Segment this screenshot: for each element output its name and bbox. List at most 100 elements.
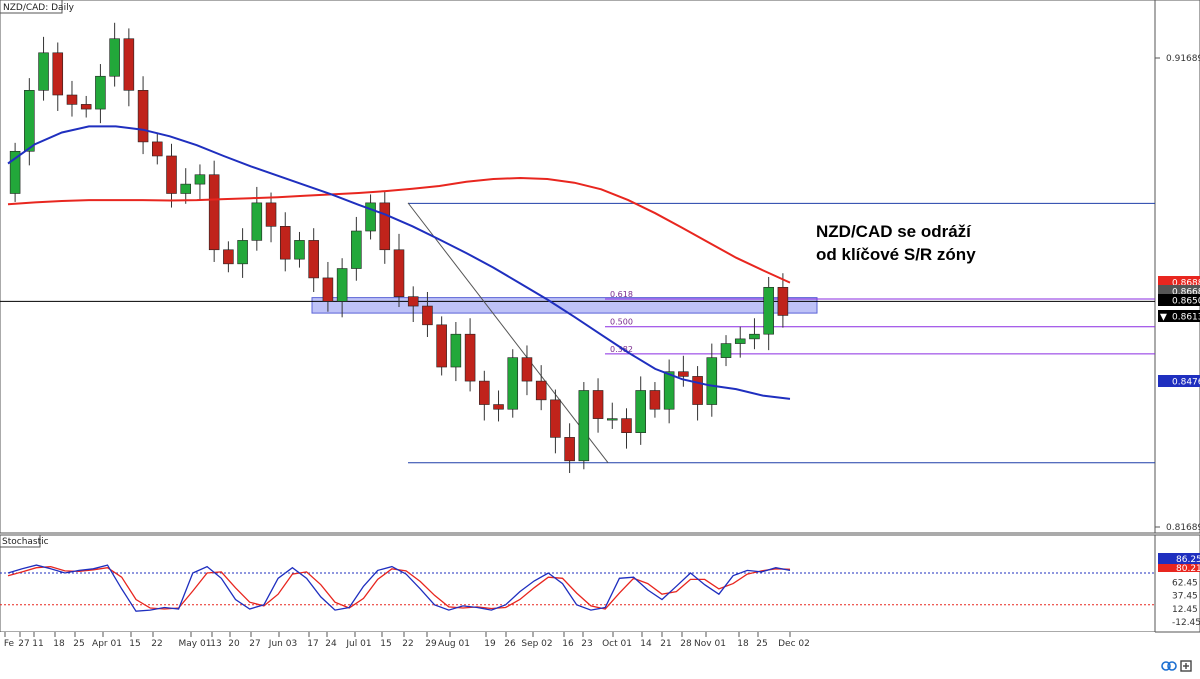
ma-blue-line [7,125,791,400]
x-tick-label: 16 [562,639,574,649]
candle-body [621,418,632,433]
x-tick-label: 23 [581,639,592,649]
candle-body [265,202,277,227]
symbol-label: NZD/CAD: Daily [3,3,75,13]
stoch-tick-label: 62.45 [1172,578,1198,588]
candle-body [194,174,206,185]
x-tick-label: 14 [640,639,652,649]
x-tick-label: 25 [73,639,84,649]
candle-body [52,52,64,96]
candle-body [606,418,618,421]
candle-body [123,38,135,91]
x-tick-label: Dec 02 [778,639,810,649]
annotation-line-1: NZD/CAD se odráží [816,222,972,241]
x-tick-label: 19 [484,639,496,649]
candle-body [24,90,35,152]
candle-body [109,38,120,77]
candle-body [507,357,519,410]
candle-body [351,230,362,269]
candle-body [251,202,263,241]
candle-body [763,286,774,335]
x-tick-label: 18 [53,639,65,649]
price-label-box [1158,310,1200,322]
candle-body [550,399,561,438]
x-tick-label: 20 [228,639,240,649]
candle-body [294,240,305,260]
candle-body [777,286,789,316]
settings-icon[interactable] [1180,660,1192,672]
x-tick-label: 26 [504,639,516,649]
candle-body [38,52,49,91]
candle-body [336,268,348,302]
x-tick-label: 27 [249,639,260,649]
candle-body [407,296,419,307]
candle-body [436,324,447,368]
stoch-k-value: 86.25 [1176,555,1200,565]
x-tick-label: Apr 01 [92,639,122,649]
fib-label: 0.618 [610,290,633,299]
candle-body [237,240,248,265]
candle-body [479,380,490,405]
candle-body [678,371,689,377]
fib-label: 0.382 [610,345,633,354]
candle-body [152,141,163,157]
stochastic-label-box [0,534,41,548]
candle-body [365,202,376,232]
candle-body [166,155,177,194]
candle-body [692,376,703,405]
x-tick-label: 15 [129,639,140,649]
candle-body [279,226,291,260]
candle-body [635,390,646,433]
x-tick-label: 28 [680,639,692,649]
x-tick-label: 22 [402,639,413,649]
link-icon[interactable] [1161,661,1177,671]
price-label-box [1158,375,1200,387]
x-tick-label: 15 [380,639,391,649]
stoch-d-value: 80.21 [1176,564,1200,574]
price-label-text: 0.84761 [1172,378,1200,388]
fib-label: 0.500 [610,318,633,327]
stoch-tick-label: 12.45 [1172,605,1198,615]
main-panel [0,0,1156,534]
candle-body [450,333,462,368]
time-axis [0,632,1155,675]
price-label-text: 0.86500 [1172,297,1200,307]
candle-body [322,277,334,302]
candle-body [422,305,433,326]
candle-body [464,333,476,382]
stoch-d-pill [1158,564,1200,572]
price-label-text: 0.86689 [1172,288,1200,298]
candle-body [80,104,92,110]
candle-body [393,249,405,297]
x-tick-label: 18 [737,639,749,649]
x-tick-label: Sep 02 [521,639,552,649]
x-tick-label: 21 [660,639,671,649]
x-tick-label: 13 [210,639,221,649]
candle-body [308,240,319,279]
x-tick-label: 22 [151,639,162,649]
stochastic-label: Stochastic [2,537,49,547]
x-tick-label: Nov 01 [694,639,726,649]
fib-trend-line [407,202,609,464]
candle-body [535,380,547,401]
x-tick-label: May 01 [179,639,212,649]
candle-body [521,357,533,382]
candle-body [649,390,661,410]
candle-body [493,404,504,410]
candle-body [663,371,675,410]
candle-body [223,249,234,265]
candle-body [66,94,78,105]
candle-body [720,343,732,358]
candle-body [95,75,106,110]
price-label-box [1158,294,1200,306]
candle-body [706,357,718,405]
down-arrow-icon: ▼ [1160,313,1167,323]
x-tick-label: 29 [425,639,437,649]
stoch-tick-label: -12.45 [1172,618,1200,628]
stochastic-panel [0,534,1156,633]
candle-body [592,390,604,419]
price-label-text: 0.86137 [1172,313,1200,323]
candle-body [208,174,220,251]
ma-red-line [7,176,791,284]
